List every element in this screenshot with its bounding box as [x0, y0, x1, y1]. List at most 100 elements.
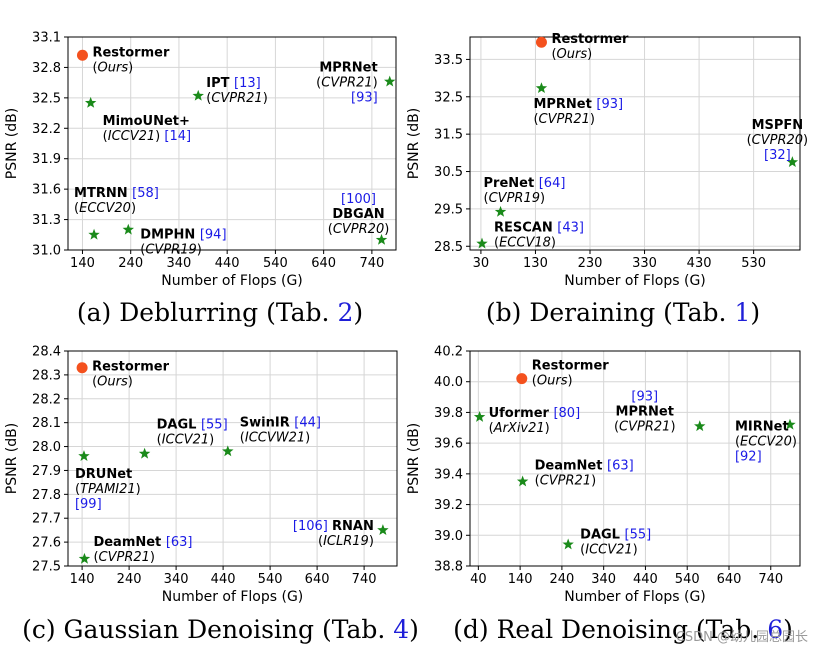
label-name: MPRNet: [616, 404, 674, 419]
x-tick-label: 540: [675, 572, 700, 587]
panel-d-ylabel: PSNR (dB): [406, 423, 422, 494]
x-tick-label: 140: [70, 256, 95, 271]
point-label: Restormer (Ours): [92, 45, 169, 75]
label-note: (CVPR21): [206, 91, 268, 106]
y-tick-label: 31.9: [32, 152, 61, 167]
label-name: DAGL: [580, 528, 624, 543]
point-uformer: [473, 411, 486, 422]
x-tick-label: 440: [211, 572, 236, 587]
label-name: DeamNet: [93, 535, 165, 550]
y-tick-label: 27.9: [32, 464, 61, 479]
label-ref: [100]: [341, 192, 376, 207]
label-note: (CVPR21): [93, 550, 155, 565]
point-dagl: [562, 538, 574, 550]
point-mprnet: [694, 420, 706, 432]
point-label: DeamNet [63] (CVPR21): [93, 535, 192, 565]
panel-c-ylabel: PSNR (dB): [4, 423, 20, 494]
y-tick-label: 28.5: [434, 240, 463, 255]
point-ipt: [192, 89, 204, 101]
panel-a-caption-ref: 2: [337, 298, 353, 327]
panel-c-ticks: 140 240 340 440 540 640 740 27.5 27.6 27.7 27.8 27.…: [32, 345, 376, 588]
panel-c-caption-text: (c) Gaussian Denoising (Tab.: [22, 615, 393, 644]
x-tick-label: 330: [632, 256, 657, 271]
panel-d-caption-ref: 6: [767, 615, 783, 644]
x-tick-label: 540: [258, 572, 283, 587]
point-restormer: [516, 373, 528, 385]
point-rnan: [377, 524, 389, 536]
panel-d-labels: Restormer (Ours) Uformer [80] (ArXiv21) [93]…: [489, 359, 797, 558]
x-tick-label: 340: [591, 572, 616, 587]
label-note: (Ours): [551, 47, 592, 62]
y-tick-label: 29.5: [434, 202, 463, 217]
point-label: MimoUNet+ (ICCV21) [14]: [103, 114, 191, 144]
point-label: MTRNN [58] (ECCV20): [74, 186, 159, 216]
panel-b-caption: (b) Deraining (Tab. 1): [486, 298, 760, 327]
y-tick-label: 30.5: [434, 165, 463, 180]
panel-d-ticks: 40 140 240 340 440 540 640 740 38.8 39.0 39.2 39.4 3…: [434, 345, 783, 588]
point-mprnet: [384, 75, 396, 87]
point-drunet: [78, 450, 90, 461]
panel-c-marks: [76, 362, 389, 564]
y-tick-label: 39.8: [434, 406, 463, 421]
x-tick-label: 740: [758, 572, 783, 587]
point-label: MPRNet (CVPR21) [93]: [316, 61, 378, 106]
label-name: DAGL: [157, 418, 201, 433]
y-tick-label: 32.2: [32, 122, 61, 137]
y-tick-label: 33.1: [32, 31, 61, 46]
label-ref: [94]: [200, 228, 227, 243]
label-note: (CVPR21): [316, 76, 378, 91]
x-tick-label: 740: [352, 572, 377, 587]
x-tick-label: 340: [167, 256, 192, 271]
y-tick-label: 31.6: [32, 183, 61, 198]
y-tick-label: 38.8: [434, 560, 463, 575]
label-note: (ICLR19): [318, 534, 374, 549]
x-tick-label: 130: [523, 256, 548, 271]
point-label: RESCAN [43] (ECCV18): [494, 221, 584, 251]
panel-a-marks: [76, 49, 396, 245]
panel-c-frame: [67, 350, 398, 567]
label-note: (CVPR20): [328, 222, 390, 237]
label-name: IPT: [206, 76, 234, 91]
x-tick-label: 640: [717, 572, 742, 587]
point-rescan: [476, 237, 488, 249]
label-note: (CVPR21): [535, 474, 597, 489]
watermark-text: CSDN @幼儿园总园长: [676, 630, 808, 645]
point-label: MIRNet (ECCV20) [92]: [735, 420, 797, 465]
point-label: [100] DBGAN (CVPR20): [328, 192, 390, 237]
y-tick-label: 40.2: [434, 345, 463, 360]
label-note: (TPAMI21): [75, 482, 141, 497]
panel-a-xlabel: Number of Flops (G): [161, 273, 303, 289]
point-deamnet: [516, 475, 529, 487]
x-tick-label: 640: [305, 572, 330, 587]
x-tick-label: 140: [70, 572, 95, 587]
label-note: (Ours): [532, 374, 573, 389]
label-name: DBGAN: [332, 207, 384, 222]
label-name: Restormer: [551, 32, 628, 47]
panel-b-marks: [476, 36, 799, 249]
label-name: Uformer: [489, 406, 554, 421]
label-note: (Ours): [92, 60, 133, 75]
point-label: [93] MPRNet (CVPR21): [614, 389, 676, 434]
y-tick-label: 31.0: [32, 244, 61, 259]
label-note: (CVPR19): [484, 191, 546, 206]
label-note: (CVPR21): [533, 112, 595, 127]
x-tick-label: 30: [473, 256, 490, 271]
x-tick-label: 540: [263, 256, 288, 271]
panel-b-caption-text: (b) Deraining (Tab.: [486, 298, 735, 327]
label-ref: [92]: [735, 450, 762, 465]
label-name: SwinIR: [240, 415, 294, 430]
panel-b-caption-close: ): [750, 298, 760, 327]
label-name: DMPHN: [140, 228, 200, 243]
y-tick-label: 32.5: [32, 91, 61, 106]
x-tick-label: 40: [470, 572, 487, 587]
y-tick-label: 27.5: [32, 560, 61, 575]
x-tick-label: 740: [359, 256, 384, 271]
panel-a: 140 240 340 440 540 640 740 31.0 31.3 31.6 31.9 32.…: [4, 31, 397, 327]
panel-c-caption-close: ): [409, 615, 419, 644]
panel-c: 140 240 340 440 540 640 740 27.5 27.6 27.7 27.8 27.…: [4, 345, 419, 645]
panel-d-caption-text: (d) Real Denoising (Tab.: [453, 615, 767, 644]
point-label: SwinIR [44] (ICCVW21): [240, 415, 321, 445]
panel-d-caption: (d) Real Denoising (Tab. 6): [453, 615, 793, 644]
x-tick-label: 640: [311, 256, 336, 271]
x-tick-label: 440: [215, 256, 240, 271]
